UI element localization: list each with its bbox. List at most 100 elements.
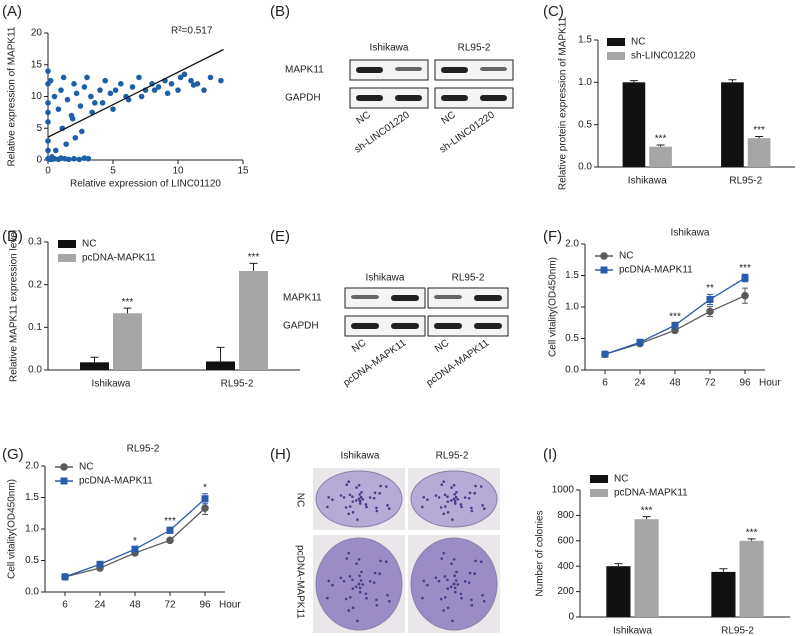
lane-label: NC	[440, 110, 458, 127]
colony	[455, 490, 458, 494]
colony	[453, 499, 457, 503]
legend-label: NC	[79, 462, 93, 473]
colony	[451, 518, 454, 521]
colony	[450, 486, 453, 489]
colony	[345, 483, 349, 487]
y-tick-label: 10	[31, 91, 43, 102]
blot-frame	[427, 287, 509, 309]
colony	[327, 579, 331, 583]
x-tick-label: Ishikawa	[613, 626, 652, 636]
bar	[239, 271, 268, 370]
colony	[358, 493, 361, 496]
colony	[378, 572, 382, 576]
point	[138, 93, 145, 100]
legend-swatch	[58, 240, 76, 248]
cell-line: Ishikawa	[366, 273, 405, 284]
blot-band	[441, 67, 468, 73]
x-tick-label: 10	[172, 166, 184, 177]
colony	[342, 496, 346, 499]
colony	[359, 495, 363, 499]
colony	[326, 596, 329, 600]
cell-line: RL95-2	[452, 273, 485, 284]
colony	[442, 609, 446, 612]
legend-marker	[600, 266, 608, 274]
bar	[606, 566, 631, 617]
colony	[355, 562, 358, 565]
colony	[463, 580, 467, 583]
colony	[452, 558, 456, 561]
colony	[446, 511, 450, 514]
point	[69, 115, 76, 122]
colony	[452, 497, 456, 501]
blot-frame	[344, 315, 426, 337]
colony	[437, 579, 441, 583]
colony	[470, 603, 474, 607]
point	[79, 128, 85, 135]
point	[671, 321, 679, 329]
colony	[446, 606, 450, 610]
blot-band	[474, 323, 502, 329]
colony	[364, 592, 368, 596]
panel-label: (F)	[543, 228, 562, 245]
colony	[442, 551, 446, 555]
chart-title: RL95-2	[127, 444, 160, 455]
colony	[449, 499, 453, 502]
y-tick-label: 20	[31, 28, 43, 39]
point	[72, 134, 79, 141]
colony	[344, 597, 348, 601]
colony	[360, 570, 363, 574]
colony	[351, 511, 355, 514]
legend-marker	[60, 477, 68, 485]
blot-frame	[427, 315, 509, 337]
point	[129, 84, 136, 90]
x-tick-label: 48	[669, 378, 681, 389]
colony	[437, 496, 441, 499]
colony	[442, 480, 446, 483]
colony	[351, 578, 354, 582]
colony	[481, 504, 484, 507]
y-tick-label: 0.0	[28, 365, 42, 376]
colony	[339, 494, 343, 497]
significance: **	[706, 283, 714, 294]
colony	[372, 581, 376, 584]
point	[601, 350, 609, 358]
point	[706, 295, 714, 303]
significance: ***	[753, 125, 765, 136]
point	[741, 291, 749, 300]
colony	[365, 596, 368, 600]
colony	[356, 518, 359, 521]
bar	[739, 540, 764, 617]
colony	[339, 576, 343, 580]
colony	[468, 491, 472, 495]
colony	[452, 582, 456, 586]
colony	[384, 485, 388, 488]
legend-swatch	[58, 254, 76, 262]
y-tick-label: 1.5	[578, 35, 592, 46]
y-tick-label: 0	[36, 155, 42, 166]
legend-swatch	[590, 489, 608, 497]
y-tick-label: 0.2	[28, 279, 42, 290]
colony	[453, 574, 456, 578]
point	[51, 93, 58, 100]
colony	[421, 505, 424, 509]
error-bar	[614, 563, 623, 567]
x-tick-label: 24	[634, 378, 646, 389]
blot-band	[395, 67, 422, 71]
blot-band	[441, 95, 468, 101]
point	[77, 103, 84, 109]
colony	[454, 579, 458, 582]
panel-label: (E)	[270, 228, 290, 245]
point	[96, 560, 104, 568]
colony	[426, 583, 429, 587]
x-axis-label: Hour	[219, 600, 241, 611]
blot-frame	[349, 87, 429, 109]
point	[181, 71, 188, 78]
colony	[345, 557, 349, 560]
colony	[453, 502, 457, 505]
colony	[351, 495, 354, 498]
cell-line: RL95-2	[436, 451, 469, 462]
point	[99, 100, 106, 106]
bar	[622, 82, 646, 167]
y-tick-label: 1.5	[565, 270, 579, 281]
